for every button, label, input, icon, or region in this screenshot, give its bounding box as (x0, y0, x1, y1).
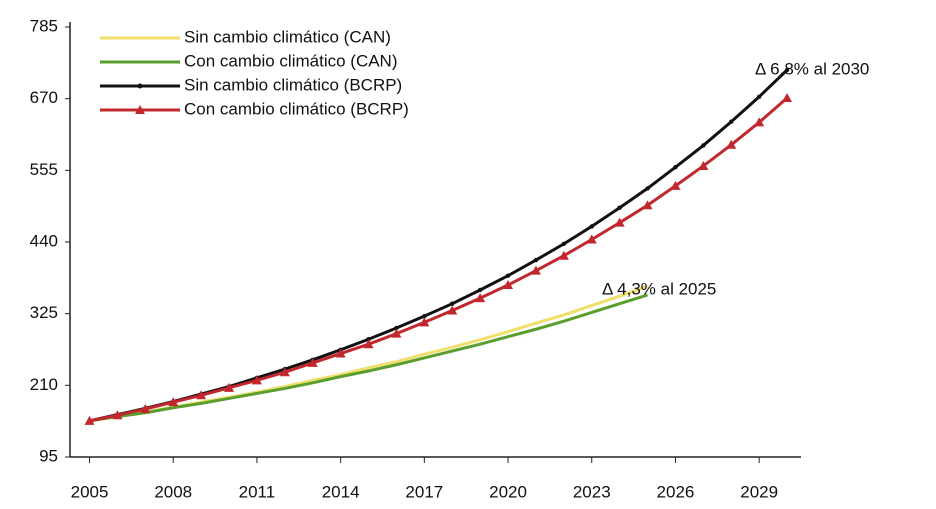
series-line (89, 293, 648, 423)
point (756, 94, 762, 99)
y-tick-label: 670 (30, 88, 58, 107)
x-tick-label: 2029 (740, 482, 778, 501)
point (754, 117, 765, 127)
point (168, 397, 179, 407)
annotation: Δ 4,3% al 2025 (602, 279, 716, 298)
point (394, 325, 399, 331)
legend-marker (135, 105, 145, 114)
point (589, 224, 594, 229)
point (503, 280, 514, 289)
y-tick-label: 325 (30, 303, 58, 322)
annotation: Δ 6,8% al 2030 (755, 59, 869, 78)
point (335, 348, 346, 358)
point (701, 143, 706, 148)
y-tick-label: 440 (30, 231, 58, 250)
point (558, 250, 569, 260)
x-tick-label: 2005 (71, 482, 109, 501)
point (307, 357, 318, 367)
x-tick-label: 2017 (405, 482, 443, 501)
point (586, 234, 597, 244)
point (422, 313, 427, 319)
point (112, 410, 123, 420)
point (140, 404, 151, 414)
point (363, 339, 374, 349)
point (84, 415, 95, 425)
x-tick-label: 2014 (322, 482, 360, 501)
y-tick-label: 210 (30, 375, 58, 394)
series-line (89, 96, 789, 423)
point (196, 390, 207, 400)
x-tick-label: 2008 (154, 482, 192, 501)
y-tick-label: 555 (30, 160, 58, 179)
point (673, 165, 678, 170)
point (784, 67, 790, 73)
point (561, 241, 567, 247)
point (614, 217, 625, 227)
point (279, 367, 290, 377)
y-tick-label: 95 (39, 446, 58, 465)
point (698, 160, 709, 170)
legend-label: Con cambio climático (CAN) (184, 51, 398, 70)
point (533, 257, 539, 263)
x-tick-label: 2020 (489, 482, 527, 501)
point (617, 205, 622, 210)
legend-label: Sin cambio climático (BCRP) (184, 75, 402, 94)
point (419, 317, 430, 327)
legend-label: Con cambio climático (BCRP) (184, 99, 409, 118)
point (530, 265, 541, 275)
point (391, 328, 402, 338)
point (670, 180, 681, 190)
point (477, 287, 483, 293)
point (475, 293, 486, 303)
y-tick-label: 785 (30, 16, 58, 35)
point (729, 119, 734, 124)
point (251, 375, 262, 385)
point (645, 186, 650, 191)
point (450, 301, 455, 306)
point (782, 93, 793, 103)
point (642, 200, 653, 210)
point (447, 305, 458, 315)
x-tick-label: 2011 (239, 482, 276, 501)
x-tick-label: 2023 (573, 482, 611, 501)
point (726, 139, 737, 149)
legend-marker (137, 83, 143, 89)
point (224, 382, 235, 392)
series-line (89, 68, 789, 423)
legend-label: Sin cambio climático (CAN) (184, 27, 391, 46)
x-tick-label: 2026 (657, 482, 695, 501)
point (505, 273, 511, 278)
